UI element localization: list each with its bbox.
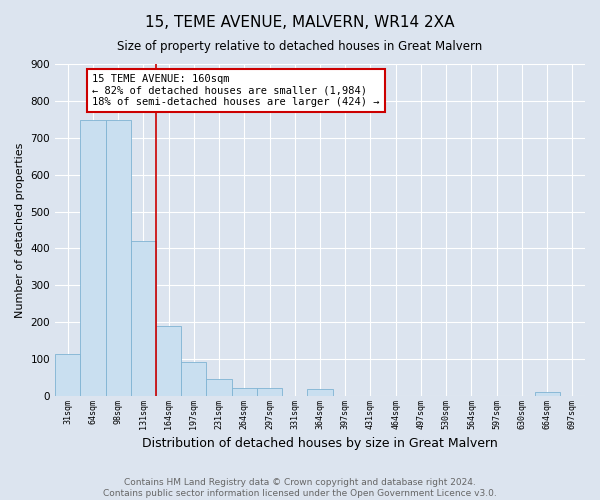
Bar (232, 388, 257, 396)
Text: 15 TEME AVENUE: 160sqm
← 82% of detached houses are smaller (1,984)
18% of semi-: 15 TEME AVENUE: 160sqm ← 82% of detached… (92, 74, 380, 107)
Bar (206, 379, 232, 396)
Text: Size of property relative to detached houses in Great Malvern: Size of property relative to detached ho… (118, 40, 482, 53)
X-axis label: Distribution of detached houses by size in Great Malvern: Distribution of detached houses by size … (142, 437, 498, 450)
Bar (106, 120, 131, 396)
Text: Contains HM Land Registry data © Crown copyright and database right 2024.
Contai: Contains HM Land Registry data © Crown c… (103, 478, 497, 498)
Bar (307, 390, 332, 396)
Text: 15, TEME AVENUE, MALVERN, WR14 2XA: 15, TEME AVENUE, MALVERN, WR14 2XA (145, 15, 455, 30)
Bar (181, 362, 206, 396)
Bar (156, 326, 181, 396)
Bar (80, 120, 106, 396)
Bar (535, 392, 560, 396)
Bar (55, 354, 80, 396)
Bar (257, 388, 282, 396)
Bar (131, 241, 156, 396)
Y-axis label: Number of detached properties: Number of detached properties (15, 142, 25, 318)
